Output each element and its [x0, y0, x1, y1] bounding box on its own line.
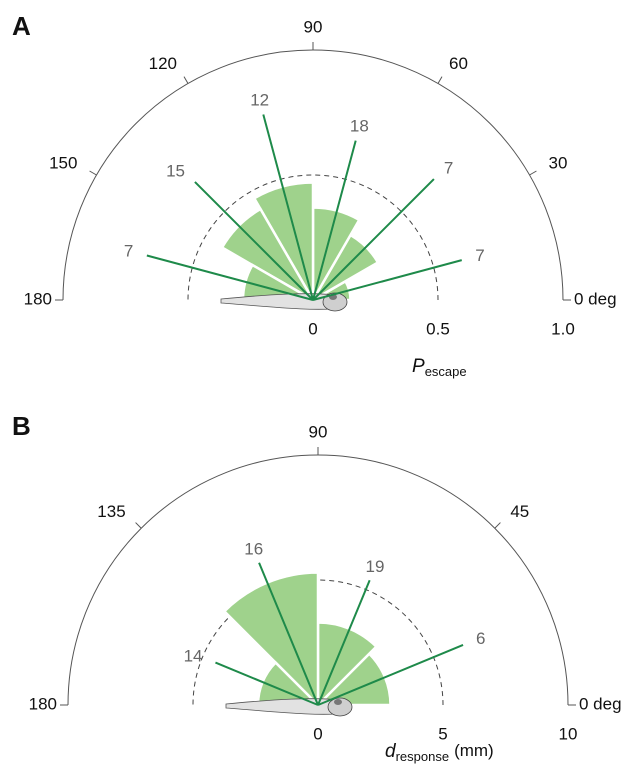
figure: A7718121570 deg30609012015018000.51.0Pes…: [0, 0, 642, 766]
radial-tick-label: 0: [313, 724, 322, 743]
angle-tick: [530, 171, 537, 175]
count-label: 19: [366, 557, 385, 576]
angle-tick-label: 90: [309, 422, 328, 441]
angle-tick-label: 150: [49, 153, 77, 172]
count-label: 14: [184, 647, 203, 666]
count-label: 15: [166, 161, 185, 180]
angle-tick-label: 60: [449, 54, 468, 73]
count-label: 16: [244, 539, 263, 558]
angle-tick-label: 180: [29, 694, 57, 713]
label-unit: (mm): [454, 741, 494, 760]
radial-tick-label: 0: [308, 319, 317, 338]
panel-label: A: [12, 11, 31, 41]
angle-tick-label: 45: [510, 502, 529, 521]
radial-label: Pescape: [412, 356, 467, 379]
angle-tick: [184, 77, 188, 84]
angle-tick-label: 180: [24, 289, 52, 308]
angle-tick-label: 30: [549, 153, 568, 172]
count-label: 7: [444, 159, 453, 178]
radial-tick-label: 5: [438, 724, 447, 743]
count-label: 7: [475, 246, 484, 265]
angle-tick: [495, 523, 501, 529]
label-symbol: P: [412, 356, 425, 377]
count-label: 7: [124, 241, 133, 260]
panel-label: B: [12, 411, 31, 441]
count-label: 6: [476, 629, 485, 648]
fish-eye: [334, 699, 342, 705]
radial-label: dresponse(mm): [385, 741, 494, 764]
angle-tick: [136, 523, 142, 529]
angle-tick-label: 120: [149, 54, 177, 73]
label-subscript: escape: [425, 364, 467, 379]
radial-tick-label: 0.5: [426, 319, 450, 338]
angle-tick-label: 0 deg: [574, 289, 617, 308]
angle-tick-label: 0 deg: [579, 694, 622, 713]
label-subscript: response: [396, 749, 449, 764]
count-label: 12: [250, 91, 269, 110]
radial-tick-label: 10: [559, 724, 578, 743]
count-label: 18: [350, 117, 369, 136]
angle-tick: [90, 171, 97, 175]
angle-tick-label: 90: [304, 17, 323, 36]
angle-tick-label: 135: [97, 502, 125, 521]
radial-tick-label: 1.0: [551, 319, 575, 338]
angle-tick: [438, 77, 442, 84]
